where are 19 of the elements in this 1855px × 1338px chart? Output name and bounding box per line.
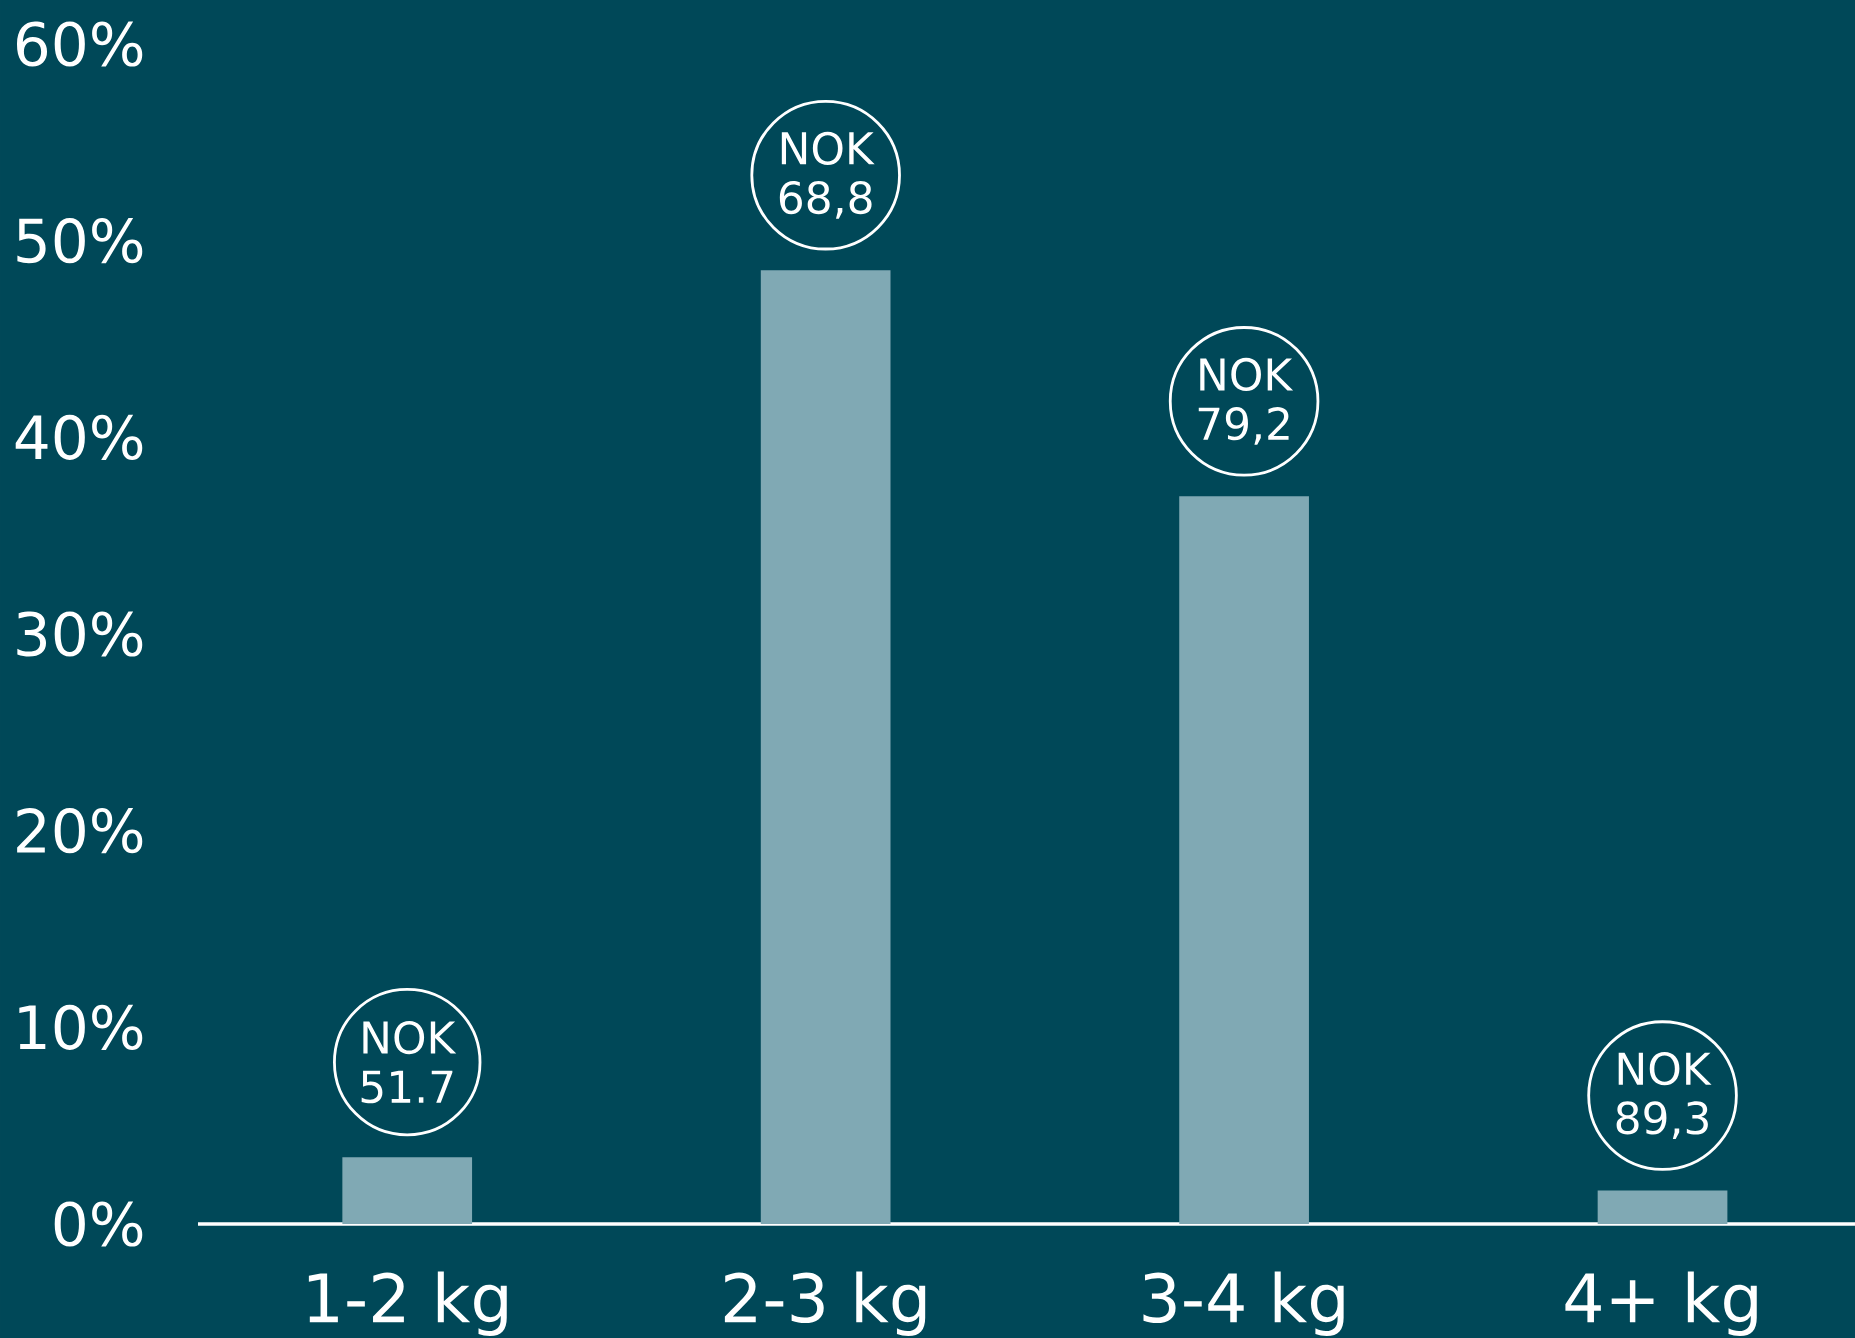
y-tick-label: 0%	[54, 1201, 143, 1247]
y-tick-label: 20%	[17, 808, 143, 854]
y-tick-label: 30%	[17, 611, 143, 657]
x-tick-label: 4+ kg	[1565, 1271, 1757, 1337]
y-tick-label: 60%	[16, 21, 143, 67]
y-tick-label: 40%	[15, 414, 143, 460]
x-tick-label: 1-2 kg	[308, 1271, 507, 1337]
x-tick-label: 3-4 kg	[1143, 1271, 1344, 1337]
annotation: NOK 79,2	[1198, 357, 1294, 445]
y-tick-label: 10%	[19, 1004, 143, 1050]
bar	[1179, 496, 1309, 1224]
bar	[760, 270, 891, 1224]
annotation: NOK 68,8	[779, 131, 875, 219]
bar	[342, 1157, 473, 1224]
x-tick-label: 2-3 kg	[724, 1271, 926, 1337]
annotation: NOK 51.7	[361, 1020, 457, 1104]
y-tick-label: 50%	[17, 218, 143, 264]
annotation: NOK 89,3	[1616, 1052, 1712, 1140]
bar	[1597, 1190, 1728, 1224]
